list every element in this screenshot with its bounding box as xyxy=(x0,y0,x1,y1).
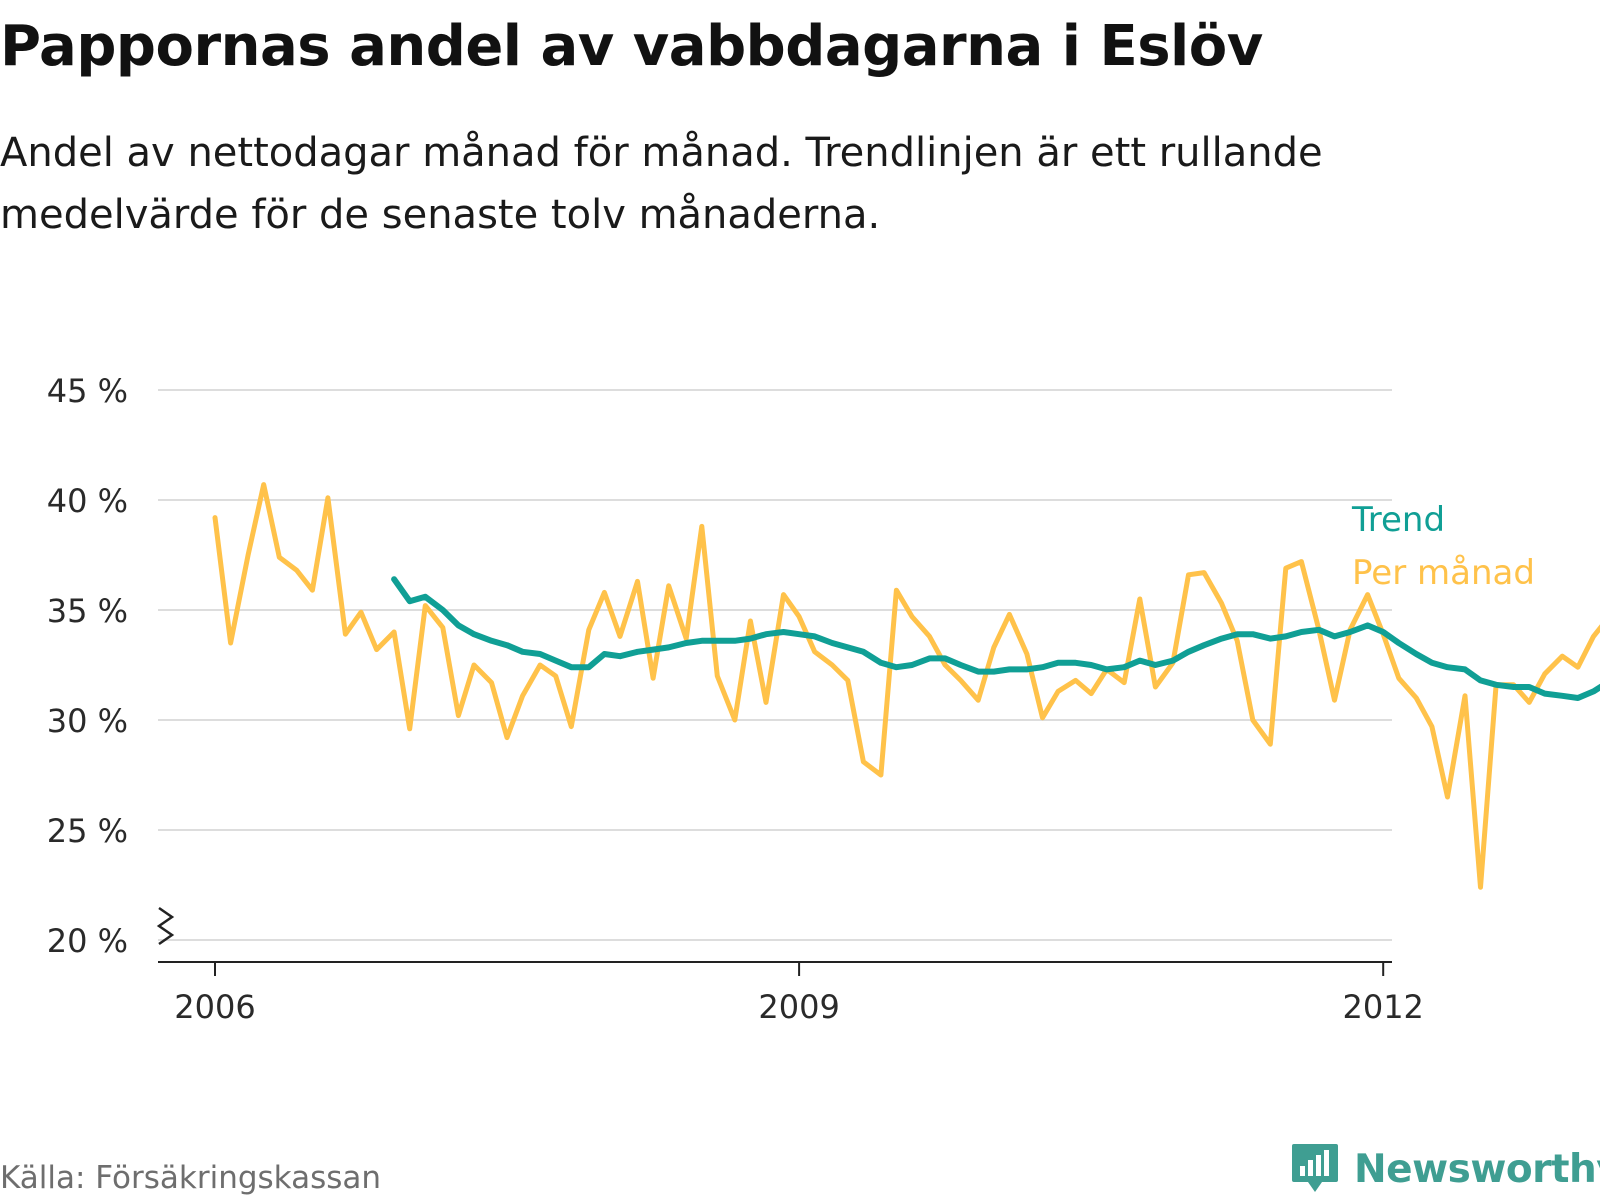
source-note: Källa: Försäkringskassan xyxy=(0,1160,382,1196)
series-line-trend xyxy=(391,576,1600,701)
brand-name: Newsworthy xyxy=(1354,1146,1600,1192)
x-tick-label: 2006 xyxy=(174,988,255,1026)
series-lines xyxy=(212,482,1600,890)
y-tick-label: 25 % xyxy=(47,812,128,850)
chart-subtitle: Andel av nettodagar månad för månad. Tre… xyxy=(0,130,1323,238)
y-axis-labels: 20 % 25 % 30 % 35 % 40 % 45 % xyxy=(47,372,175,960)
x-axis: 2006200920122015201820212023 xyxy=(158,961,1424,1026)
x-tick-label: 2012 xyxy=(1342,988,1423,1026)
y-tick-label: 40 % xyxy=(47,482,128,520)
brand-logo: Newsworthy xyxy=(1290,1142,1600,1196)
chart-title: Pappornas andel av vabbdagarna i Eslöv xyxy=(0,14,1263,79)
series-label-trend: Trend xyxy=(1351,500,1445,540)
grid-lines xyxy=(158,389,1392,941)
y-tick-label: 30 % xyxy=(47,702,128,740)
y-tick-label: 35 % xyxy=(47,592,128,630)
series-line-per-manad xyxy=(212,482,1600,890)
line-chart: 20 %25 %30 %35 %40 %45 % 200620092012201… xyxy=(47,372,1600,1026)
y-tick-label: 20 % xyxy=(47,922,128,960)
axis-break-marker xyxy=(156,906,175,946)
direct-labels: Per månad Trend xyxy=(1351,500,1535,593)
x-tick-label: 2009 xyxy=(758,988,839,1026)
y-tick-label: 45 % xyxy=(47,372,128,410)
series-label-per-manad: Per månad xyxy=(1352,553,1535,593)
newsworthy-logo-icon xyxy=(1292,1144,1338,1192)
